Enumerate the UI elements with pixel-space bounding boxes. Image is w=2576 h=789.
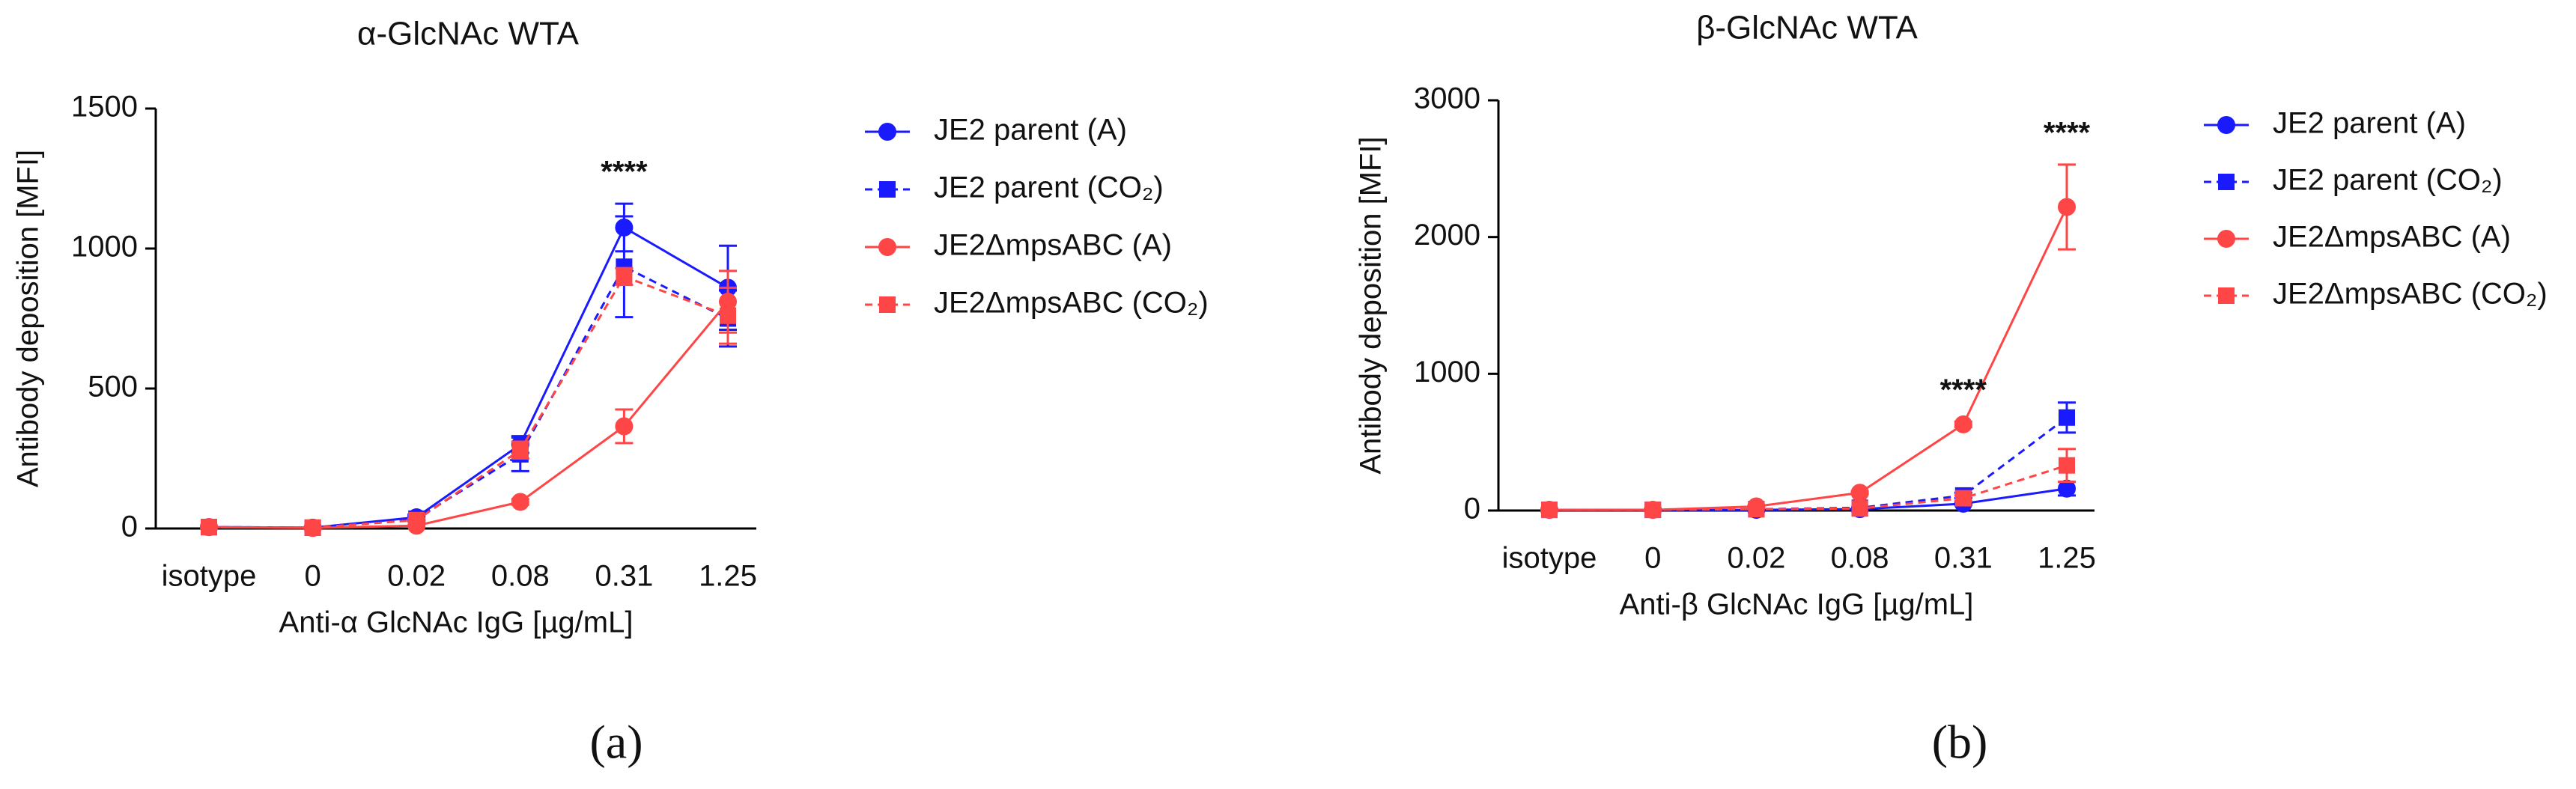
marker xyxy=(1851,500,1868,517)
series-line xyxy=(208,265,729,529)
legend-marker xyxy=(2218,174,2235,190)
legend-label: JE2 parent (A) xyxy=(2273,107,2466,140)
marker xyxy=(2058,198,2076,216)
marker xyxy=(1850,484,1869,502)
marker xyxy=(2059,457,2075,474)
x-tick-label: 0.02 xyxy=(1727,542,1785,575)
x-tick-label: isotype xyxy=(162,560,257,593)
legend-marker xyxy=(878,123,896,141)
marker xyxy=(616,268,633,285)
x-tick-label: 0.02 xyxy=(387,560,446,593)
y-tick-label: 1500 xyxy=(71,91,138,124)
marker xyxy=(1541,502,1558,519)
x-tick-label: 0 xyxy=(304,560,321,593)
chart-title: α-GlcNAc WTA xyxy=(357,16,580,52)
y-tick-label: 2000 xyxy=(1414,219,1480,252)
marker xyxy=(1954,490,1972,507)
legend-label: JE2 parent (CO₂) xyxy=(2273,164,2503,197)
marker xyxy=(1748,501,1765,518)
x-tick-label: isotype xyxy=(1502,542,1597,575)
marker xyxy=(511,442,529,459)
marker xyxy=(2058,479,2076,498)
y-tick-label: 3000 xyxy=(1414,82,1480,115)
y-axis-label: Antibody deposition [MFI] xyxy=(12,150,45,487)
marker xyxy=(1644,502,1662,519)
legend-marker xyxy=(879,181,896,198)
x-tick-label: 0.31 xyxy=(1934,542,1993,575)
x-tick-label: 1.25 xyxy=(699,560,757,593)
annotation: **** xyxy=(601,156,648,189)
x-tick-label: 0 xyxy=(1644,542,1661,575)
legend-label: JE2 parent (CO₂) xyxy=(934,171,1164,204)
marker xyxy=(201,519,217,536)
x-tick-label: 0.08 xyxy=(491,560,550,593)
series-line xyxy=(1549,464,2068,511)
y-tick-label: 0 xyxy=(121,511,138,543)
series-line xyxy=(208,275,729,529)
annotation: **** xyxy=(1940,374,1987,406)
legend-label: JE2ΔmpsABC (A) xyxy=(934,229,1172,262)
panel-label: (b) xyxy=(1932,716,1988,769)
x-tick-label: 1.25 xyxy=(2038,542,2096,575)
y-tick-label: 1000 xyxy=(71,231,138,263)
x-tick-label: 0.08 xyxy=(1831,542,1889,575)
chart: β-GlcNAc WTA 0 1000 2000 3000 isotype 0 0.02 0.0… xyxy=(1355,10,2548,769)
legend-marker xyxy=(879,296,896,313)
series-line xyxy=(208,225,729,529)
legend-marker xyxy=(2217,230,2235,248)
y-axis-label: Antibody deposition [MFI] xyxy=(1355,136,1388,474)
marker xyxy=(408,511,425,528)
x-tick-label: 0.31 xyxy=(595,560,653,593)
x-axis-label: Anti-α GlcNAc IgG [µg/mL] xyxy=(279,606,634,639)
x-axis-label: Anti-β GlcNAc IgG [µg/mL] xyxy=(1620,588,1974,621)
y-tick-label: 1000 xyxy=(1414,356,1480,389)
y-tick-label: 0 xyxy=(1464,493,1480,526)
y-tick-label: 500 xyxy=(88,371,138,403)
legend-label: JE2ΔmpsABC (CO₂) xyxy=(934,287,1209,320)
marker xyxy=(511,493,529,511)
legend-marker xyxy=(2217,116,2235,134)
marker xyxy=(615,417,634,436)
marker xyxy=(2059,409,2075,426)
legend-label: JE2ΔmpsABC (CO₂) xyxy=(2273,278,2548,311)
chart: α-GlcNAc WTA 0 500 1000 1500 isotype 0 0.02 0.08… xyxy=(12,16,1209,769)
legend-marker xyxy=(2218,287,2235,304)
legend-label: JE2ΔmpsABC (A) xyxy=(2273,221,2511,254)
series-line xyxy=(208,301,729,529)
series-line xyxy=(1549,416,2068,511)
annotation: **** xyxy=(2044,116,2091,149)
series-line xyxy=(1549,206,2068,511)
panel-label: (a) xyxy=(589,716,643,769)
legend-label: JE2 parent (A) xyxy=(934,114,1127,147)
marker xyxy=(720,307,736,324)
chart-title: β-GlcNAc WTA xyxy=(1696,10,1918,46)
legend-marker xyxy=(878,238,896,256)
marker xyxy=(1954,415,1972,433)
marker xyxy=(304,519,321,536)
